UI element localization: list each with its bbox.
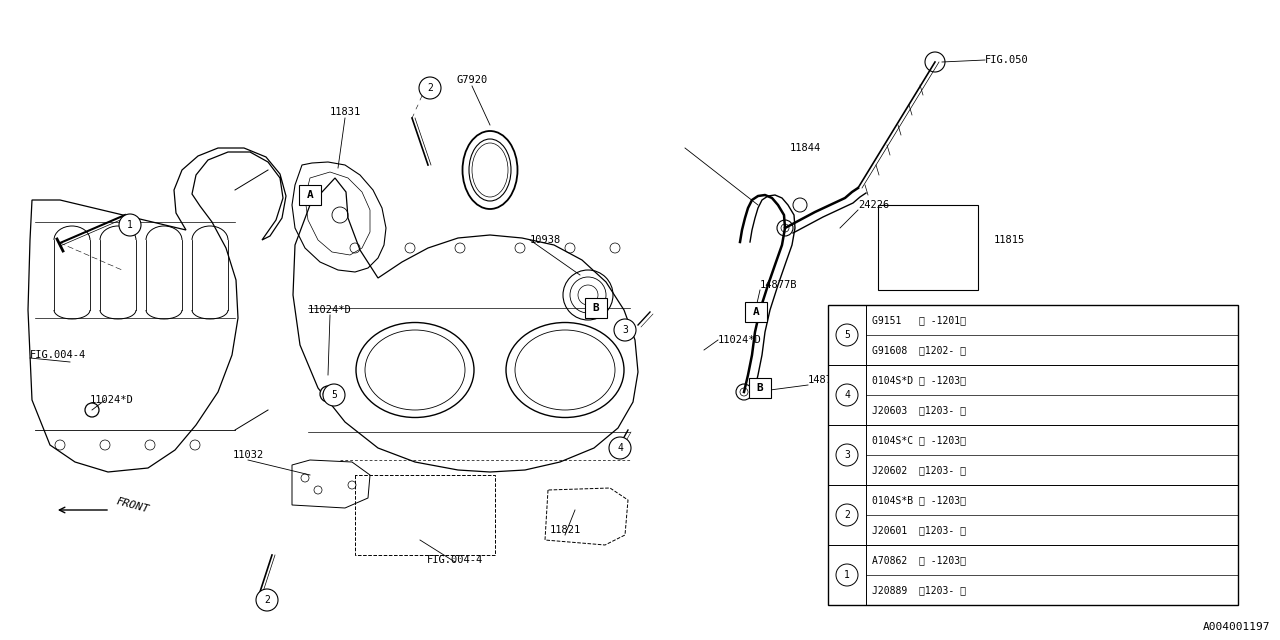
Text: 3: 3 xyxy=(844,450,850,460)
Circle shape xyxy=(256,589,278,611)
Text: 0104S*B 〈 -1203〉: 0104S*B 〈 -1203〉 xyxy=(872,495,966,505)
Text: 1: 1 xyxy=(844,570,850,580)
Text: G9151   〈 -1201〉: G9151 〈 -1201〉 xyxy=(872,315,966,325)
Text: 11821: 11821 xyxy=(549,525,581,535)
Circle shape xyxy=(84,403,99,417)
Text: 11032: 11032 xyxy=(233,450,264,460)
Text: 5: 5 xyxy=(332,390,337,400)
Text: 1: 1 xyxy=(127,220,133,230)
Circle shape xyxy=(614,319,636,341)
FancyBboxPatch shape xyxy=(749,378,771,398)
Text: FIG.004-4: FIG.004-4 xyxy=(29,350,86,360)
FancyBboxPatch shape xyxy=(828,305,1238,605)
Text: G91608  〈1202- 〉: G91608 〈1202- 〉 xyxy=(872,345,966,355)
Circle shape xyxy=(836,564,858,586)
FancyBboxPatch shape xyxy=(300,185,321,205)
Text: 5: 5 xyxy=(844,330,850,340)
Text: 11831: 11831 xyxy=(329,107,361,117)
Text: 0104S*D 〈 -1203〉: 0104S*D 〈 -1203〉 xyxy=(872,375,966,385)
Text: A004001197: A004001197 xyxy=(1202,622,1270,632)
Text: 10938: 10938 xyxy=(530,235,561,245)
Text: 14877B: 14877B xyxy=(808,375,846,385)
Text: 3: 3 xyxy=(622,325,628,335)
Text: A: A xyxy=(753,307,759,317)
Circle shape xyxy=(836,324,858,346)
Text: 4: 4 xyxy=(844,390,850,400)
FancyBboxPatch shape xyxy=(585,298,607,318)
Text: 11815: 11815 xyxy=(995,235,1025,245)
Text: FRONT: FRONT xyxy=(115,496,150,514)
Text: 24226: 24226 xyxy=(858,200,890,210)
Circle shape xyxy=(836,384,858,406)
Text: 11024*D: 11024*D xyxy=(308,305,352,315)
Text: J20602  〈1203- 〉: J20602 〈1203- 〉 xyxy=(872,465,966,475)
Text: FIG.004-4: FIG.004-4 xyxy=(426,555,483,565)
Text: 11844: 11844 xyxy=(790,143,822,153)
Text: J20601  〈1203- 〉: J20601 〈1203- 〉 xyxy=(872,525,966,535)
Circle shape xyxy=(419,77,442,99)
Text: J20603  〈1203- 〉: J20603 〈1203- 〉 xyxy=(872,405,966,415)
Text: B: B xyxy=(593,303,599,313)
Text: A: A xyxy=(307,190,314,200)
Text: FIG.050: FIG.050 xyxy=(986,55,1029,65)
Text: 11024*D: 11024*D xyxy=(90,395,133,405)
Text: A70862  〈 -1203〉: A70862 〈 -1203〉 xyxy=(872,555,966,565)
Text: J20889  〈1203- 〉: J20889 〈1203- 〉 xyxy=(872,585,966,595)
Circle shape xyxy=(323,384,346,406)
Text: G7920: G7920 xyxy=(457,75,488,85)
Circle shape xyxy=(320,386,337,402)
Circle shape xyxy=(836,444,858,466)
Circle shape xyxy=(119,214,141,236)
FancyBboxPatch shape xyxy=(745,302,767,322)
Circle shape xyxy=(836,504,858,526)
Text: 2: 2 xyxy=(844,510,850,520)
Text: 4: 4 xyxy=(617,443,623,453)
Text: 2: 2 xyxy=(264,595,270,605)
Text: 2: 2 xyxy=(428,83,433,93)
Text: 11024*D: 11024*D xyxy=(718,335,762,345)
Circle shape xyxy=(609,437,631,459)
Text: B: B xyxy=(756,383,763,393)
Text: 0104S*C 〈 -1203〉: 0104S*C 〈 -1203〉 xyxy=(872,435,966,445)
Text: 14877B: 14877B xyxy=(760,280,797,290)
